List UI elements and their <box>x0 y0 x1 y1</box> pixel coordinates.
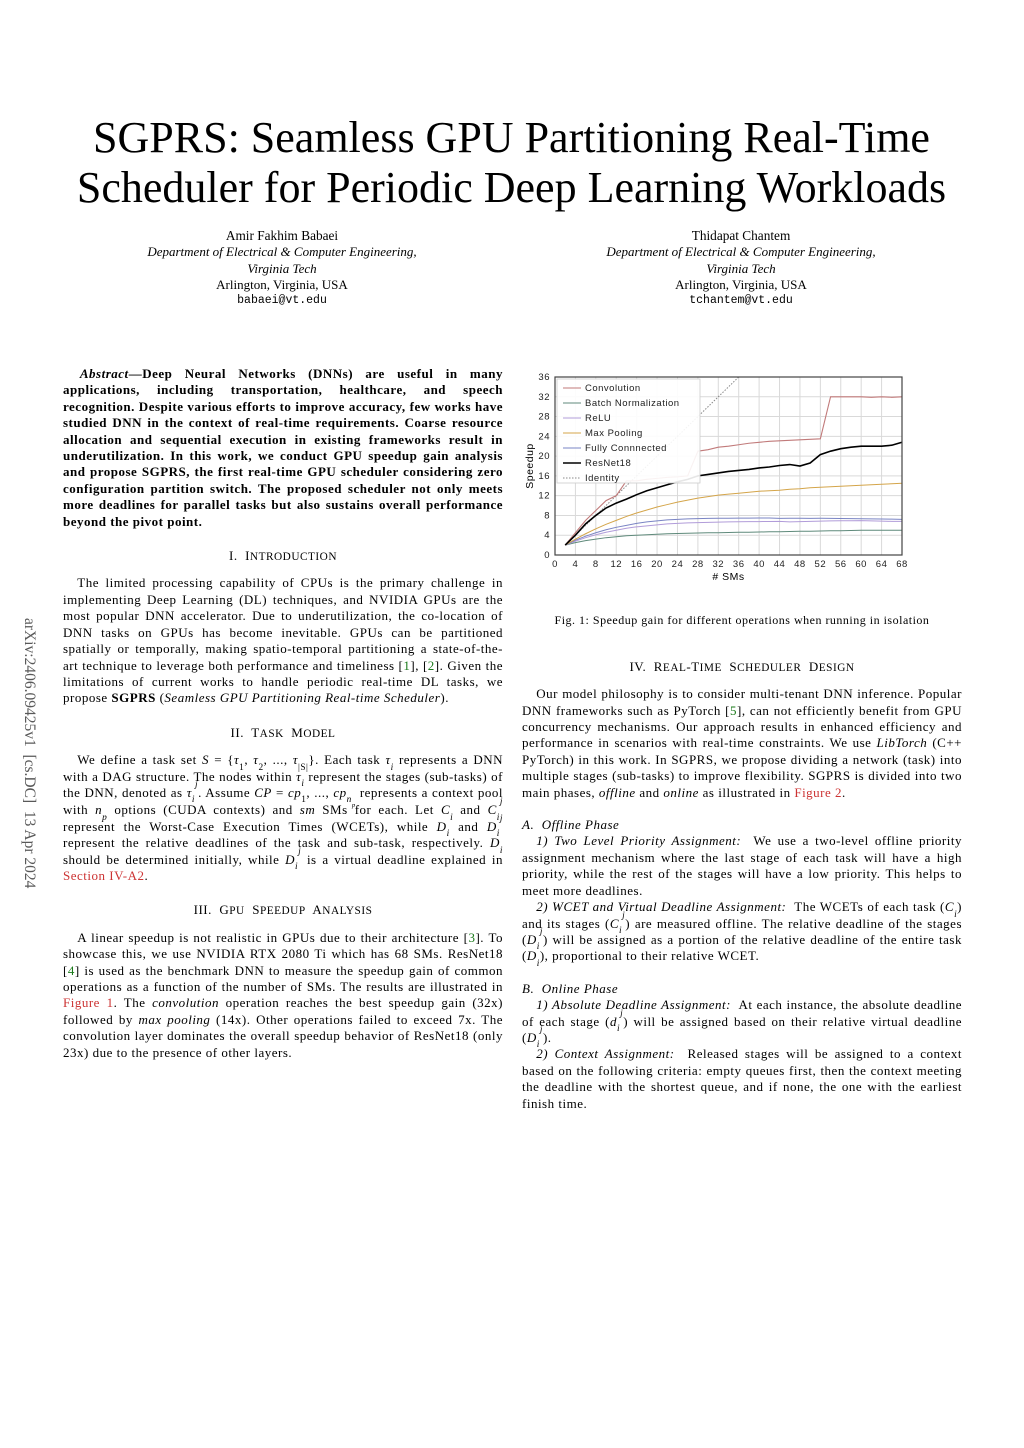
svg-text:32: 32 <box>713 559 725 570</box>
svg-text:Max Pooling: Max Pooling <box>585 428 643 439</box>
svg-text:Speedup: Speedup <box>524 443 536 489</box>
svg-text:24: 24 <box>672 559 684 570</box>
svg-text:40: 40 <box>753 559 765 570</box>
svg-text:Convolution: Convolution <box>585 383 641 394</box>
svg-text:36: 36 <box>733 559 745 570</box>
svg-text:28: 28 <box>538 412 550 423</box>
svg-text:60: 60 <box>855 559 867 570</box>
svg-text:0: 0 <box>544 550 550 561</box>
svg-text:0: 0 <box>552 559 558 570</box>
svg-text:32: 32 <box>538 392 550 403</box>
svg-text:ResNet18: ResNet18 <box>585 458 631 469</box>
svg-text:# SMs: # SMs <box>712 571 744 583</box>
svg-text:4: 4 <box>573 559 579 570</box>
svg-text:Identity: Identity <box>585 473 620 484</box>
svg-text:20: 20 <box>651 559 663 570</box>
svg-text:Batch Normalization: Batch Normalization <box>585 398 680 409</box>
svg-text:44: 44 <box>774 559 786 570</box>
svg-text:48: 48 <box>794 559 806 570</box>
svg-text:68: 68 <box>896 559 908 570</box>
svg-text:Fully Connnected: Fully Connnected <box>585 443 667 454</box>
svg-text:4: 4 <box>544 530 550 541</box>
svg-text:52: 52 <box>815 559 827 570</box>
svg-text:36: 36 <box>538 372 550 383</box>
svg-text:64: 64 <box>876 559 888 570</box>
svg-text:16: 16 <box>631 559 643 570</box>
svg-text:12: 12 <box>538 491 550 502</box>
svg-text:8: 8 <box>593 559 599 570</box>
svg-text:56: 56 <box>835 559 847 570</box>
svg-text:28: 28 <box>692 559 704 570</box>
svg-text:20: 20 <box>538 451 550 462</box>
svg-text:16: 16 <box>538 471 550 482</box>
svg-text:12: 12 <box>610 559 622 570</box>
svg-text:8: 8 <box>544 510 550 521</box>
svg-text:24: 24 <box>538 431 550 442</box>
svg-text:ReLU: ReLU <box>585 413 611 424</box>
